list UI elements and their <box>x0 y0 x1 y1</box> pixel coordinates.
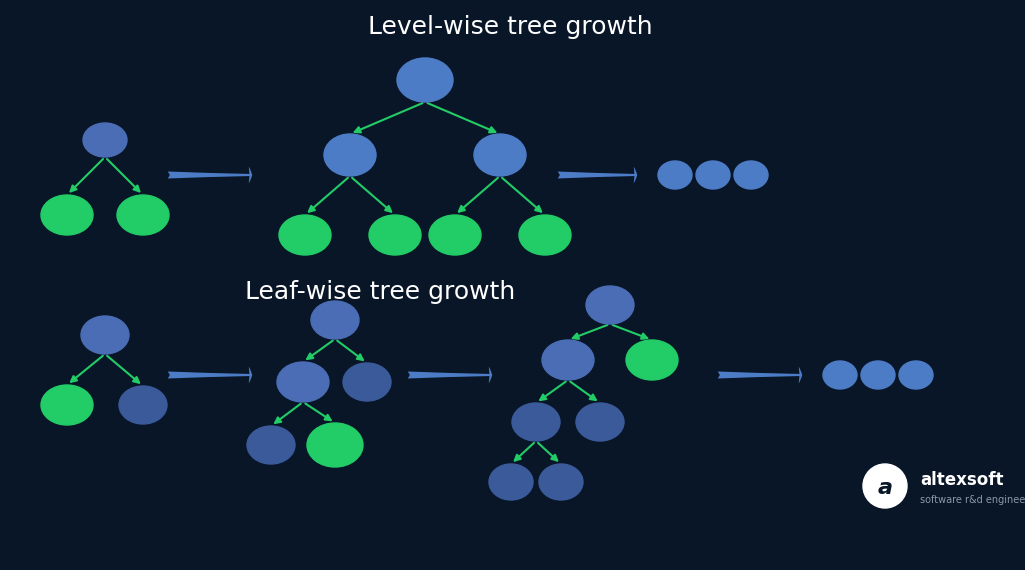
Ellipse shape <box>343 363 391 401</box>
Ellipse shape <box>83 123 127 157</box>
Ellipse shape <box>512 403 560 441</box>
Text: software r&d engineering: software r&d engineering <box>920 495 1025 505</box>
Text: Leaf-wise tree growth: Leaf-wise tree growth <box>245 280 516 304</box>
Ellipse shape <box>311 301 359 339</box>
Ellipse shape <box>626 340 678 380</box>
Text: Level-wise tree growth: Level-wise tree growth <box>368 15 652 39</box>
Ellipse shape <box>81 316 129 354</box>
Text: a: a <box>877 478 893 498</box>
Ellipse shape <box>397 58 453 102</box>
Ellipse shape <box>277 362 329 402</box>
Ellipse shape <box>247 426 295 464</box>
Ellipse shape <box>369 215 421 255</box>
Ellipse shape <box>117 195 169 235</box>
Ellipse shape <box>519 215 571 255</box>
Ellipse shape <box>308 423 363 467</box>
Text: altexsoft: altexsoft <box>920 471 1003 489</box>
Ellipse shape <box>734 161 768 189</box>
Circle shape <box>863 464 907 508</box>
Ellipse shape <box>429 215 481 255</box>
Ellipse shape <box>899 361 933 389</box>
Ellipse shape <box>324 134 376 176</box>
Ellipse shape <box>119 386 167 424</box>
Ellipse shape <box>279 215 331 255</box>
Ellipse shape <box>823 361 857 389</box>
Ellipse shape <box>576 403 624 441</box>
Ellipse shape <box>474 134 526 176</box>
Ellipse shape <box>696 161 730 189</box>
Ellipse shape <box>658 161 692 189</box>
Ellipse shape <box>861 361 895 389</box>
Ellipse shape <box>41 195 93 235</box>
Ellipse shape <box>41 385 93 425</box>
Ellipse shape <box>542 340 594 380</box>
Ellipse shape <box>539 464 583 500</box>
Ellipse shape <box>586 286 634 324</box>
Ellipse shape <box>489 464 533 500</box>
